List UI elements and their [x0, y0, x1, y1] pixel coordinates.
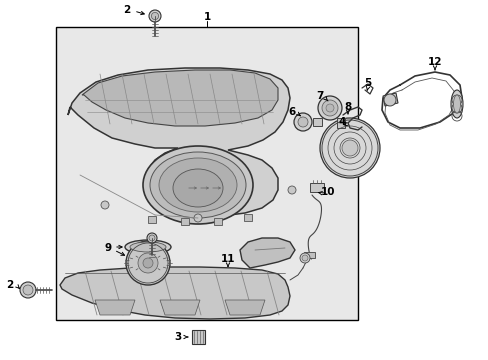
- Polygon shape: [336, 118, 345, 128]
- Ellipse shape: [130, 242, 165, 252]
- Circle shape: [20, 282, 36, 298]
- Circle shape: [319, 118, 379, 178]
- Ellipse shape: [142, 146, 252, 224]
- Ellipse shape: [159, 158, 237, 212]
- Circle shape: [293, 113, 311, 131]
- Circle shape: [194, 214, 202, 222]
- Circle shape: [149, 235, 155, 241]
- Polygon shape: [214, 218, 222, 225]
- Polygon shape: [82, 70, 278, 126]
- Text: 4: 4: [338, 117, 345, 127]
- Circle shape: [23, 285, 33, 295]
- Circle shape: [297, 117, 307, 127]
- Polygon shape: [68, 68, 289, 216]
- Polygon shape: [382, 93, 397, 106]
- Ellipse shape: [150, 152, 245, 218]
- Ellipse shape: [173, 169, 223, 207]
- Text: 3: 3: [174, 332, 181, 342]
- Polygon shape: [244, 214, 251, 221]
- Circle shape: [142, 258, 153, 268]
- Text: 5: 5: [364, 78, 371, 88]
- Circle shape: [126, 241, 170, 285]
- Polygon shape: [148, 216, 156, 223]
- Circle shape: [321, 100, 337, 116]
- Circle shape: [151, 12, 158, 19]
- Ellipse shape: [452, 95, 460, 113]
- Circle shape: [101, 201, 109, 209]
- Circle shape: [147, 233, 157, 243]
- Circle shape: [341, 140, 357, 156]
- Text: 12: 12: [427, 57, 441, 67]
- Polygon shape: [95, 300, 135, 315]
- Circle shape: [383, 94, 395, 106]
- Text: 11: 11: [220, 254, 235, 264]
- Text: 10: 10: [320, 187, 335, 197]
- Ellipse shape: [125, 240, 171, 254]
- Polygon shape: [224, 300, 264, 315]
- Polygon shape: [309, 183, 324, 192]
- Circle shape: [149, 10, 161, 22]
- Circle shape: [299, 253, 309, 263]
- Polygon shape: [192, 330, 204, 344]
- Polygon shape: [60, 267, 289, 319]
- Text: 7: 7: [316, 91, 323, 101]
- Polygon shape: [160, 300, 200, 315]
- Ellipse shape: [450, 90, 462, 118]
- Text: 8: 8: [344, 102, 351, 112]
- Bar: [56, 27, 357, 320]
- Circle shape: [317, 96, 341, 120]
- Circle shape: [302, 255, 307, 261]
- Polygon shape: [181, 218, 189, 225]
- Circle shape: [287, 186, 295, 194]
- Text: 1: 1: [203, 12, 210, 22]
- Polygon shape: [240, 238, 294, 268]
- Polygon shape: [312, 118, 321, 126]
- Text: 2: 2: [123, 5, 130, 15]
- Text: 2: 2: [6, 280, 14, 290]
- Circle shape: [325, 104, 333, 112]
- Polygon shape: [304, 252, 314, 258]
- Text: 6: 6: [288, 107, 295, 117]
- Text: 9: 9: [104, 243, 111, 253]
- Circle shape: [138, 253, 158, 273]
